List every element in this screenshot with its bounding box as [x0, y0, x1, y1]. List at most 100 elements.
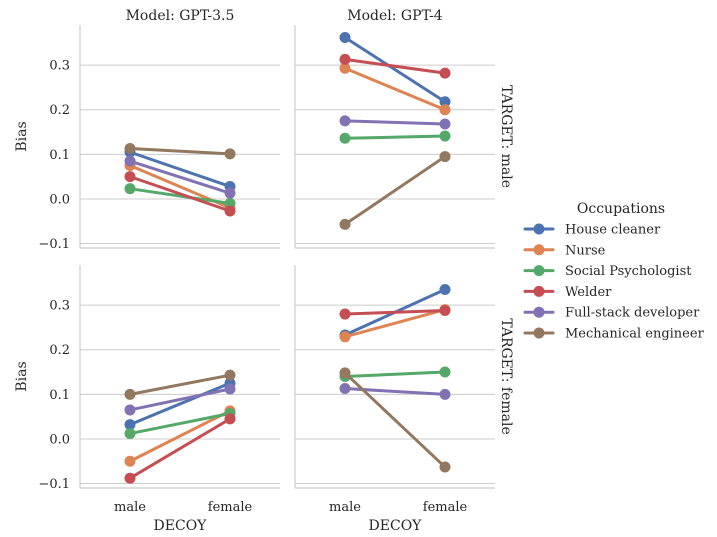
data-point: [339, 218, 351, 230]
legend-entry: Full-stack developer: [523, 306, 700, 321]
legend-entry: Welder: [523, 285, 612, 300]
legend-swatch-marker: [533, 327, 545, 339]
data-point: [339, 367, 351, 379]
data-point: [339, 308, 351, 320]
series-full-stack-developer: [339, 115, 451, 130]
series-welder: [124, 413, 236, 484]
legend-swatch-marker: [533, 244, 545, 256]
legend-swatch-marker: [533, 285, 545, 297]
y-tick-label: 0.1: [49, 148, 70, 163]
data-point: [339, 132, 351, 144]
series-house-cleaner: [339, 31, 451, 108]
legend: Occupations House cleaner Nurse Social Psyc…: [523, 201, 705, 342]
legend-label: Social Psychologist: [565, 264, 692, 279]
data-point: [439, 96, 451, 108]
series-line: [128, 409, 232, 463]
x-axis-title: DECOY: [154, 518, 208, 533]
x-tick-label: female: [423, 500, 468, 515]
series-full-stack-developer: [124, 155, 236, 199]
series-line: [128, 150, 232, 188]
data-point: [439, 118, 451, 130]
series-line: [343, 66, 447, 112]
series-line: [343, 134, 447, 140]
data-point: [439, 130, 451, 142]
data-point: [339, 62, 351, 74]
series-line: [128, 175, 232, 213]
data-point: [124, 143, 136, 155]
legend-label: Welder: [565, 285, 612, 300]
series-line: [343, 308, 447, 339]
row-title: TARGET: female: [498, 318, 514, 434]
series-welder: [124, 171, 236, 217]
legend-swatch-marker: [533, 306, 545, 318]
legend-entry: Social Psychologist: [523, 264, 692, 279]
y-tick-label: 0.0: [49, 432, 70, 447]
panel-title: Model: GPT-4: [347, 8, 443, 24]
series-line: [128, 187, 232, 205]
x-tick-label: male: [114, 500, 146, 515]
data-point: [439, 304, 451, 316]
series-mechanical-engineer: [339, 367, 451, 473]
series-line: [128, 381, 232, 427]
x-tick-label: female: [208, 500, 253, 515]
series-line: [343, 155, 447, 226]
data-point: [339, 31, 351, 43]
legend-entry: Mechanical engineer: [523, 327, 705, 342]
data-point: [124, 472, 136, 484]
series-line: [343, 308, 447, 316]
data-point: [224, 413, 236, 425]
data-point: [339, 331, 351, 343]
data-point: [124, 428, 136, 440]
series-line: [343, 35, 447, 104]
data-point: [439, 388, 451, 400]
legend-swatch-marker: [533, 265, 545, 277]
series-mechanical-engineer: [124, 143, 236, 160]
data-point: [124, 455, 136, 467]
data-point: [224, 383, 236, 395]
series-full-stack-developer: [124, 383, 236, 416]
y-tick-label: 0.2: [49, 103, 70, 118]
series-line: [128, 147, 232, 156]
series-line: [128, 417, 232, 480]
series-social-psychologist: [124, 183, 236, 209]
data-point: [339, 53, 351, 65]
series-nurse: [339, 62, 451, 116]
y-axis-title: Bias: [14, 121, 30, 151]
data-point: [124, 419, 136, 431]
legend-label: Full-stack developer: [565, 306, 700, 321]
y-axis-title: Bias: [14, 361, 30, 391]
data-point: [439, 104, 451, 116]
series-social-psychologist: [339, 130, 451, 144]
data-point: [224, 187, 236, 199]
data-point: [439, 284, 451, 296]
legend-label: Nurse: [565, 243, 606, 258]
series-line: [128, 412, 232, 436]
series-mechanical-engineer: [124, 369, 236, 400]
series-welder: [339, 53, 451, 79]
data-point: [224, 369, 236, 381]
x-tick-label: male: [329, 500, 361, 515]
legend-label: House cleaner: [565, 223, 661, 238]
legend-entry: Nurse: [523, 243, 606, 258]
data-point: [124, 183, 136, 195]
data-point: [224, 205, 236, 217]
data-point: [439, 366, 451, 378]
data-point: [439, 67, 451, 79]
series-line: [128, 387, 232, 412]
series-line: [343, 57, 447, 75]
y-tick-label: −0.1: [38, 237, 70, 252]
legend-entry: House cleaner: [523, 223, 661, 238]
y-tick-label: 0.0: [49, 192, 70, 207]
y-tick-label: 0.3: [49, 299, 70, 314]
data-point: [439, 461, 451, 473]
x-axis-title: DECOY: [369, 518, 423, 533]
series-mechanical-engineer: [339, 151, 451, 230]
row-title: TARGET: male: [498, 85, 514, 188]
series-line: [128, 159, 232, 195]
panel-2: Model: GPT-4 TARGET: male: [294, 8, 514, 249]
data-point: [124, 171, 136, 183]
data-point: [339, 115, 351, 127]
